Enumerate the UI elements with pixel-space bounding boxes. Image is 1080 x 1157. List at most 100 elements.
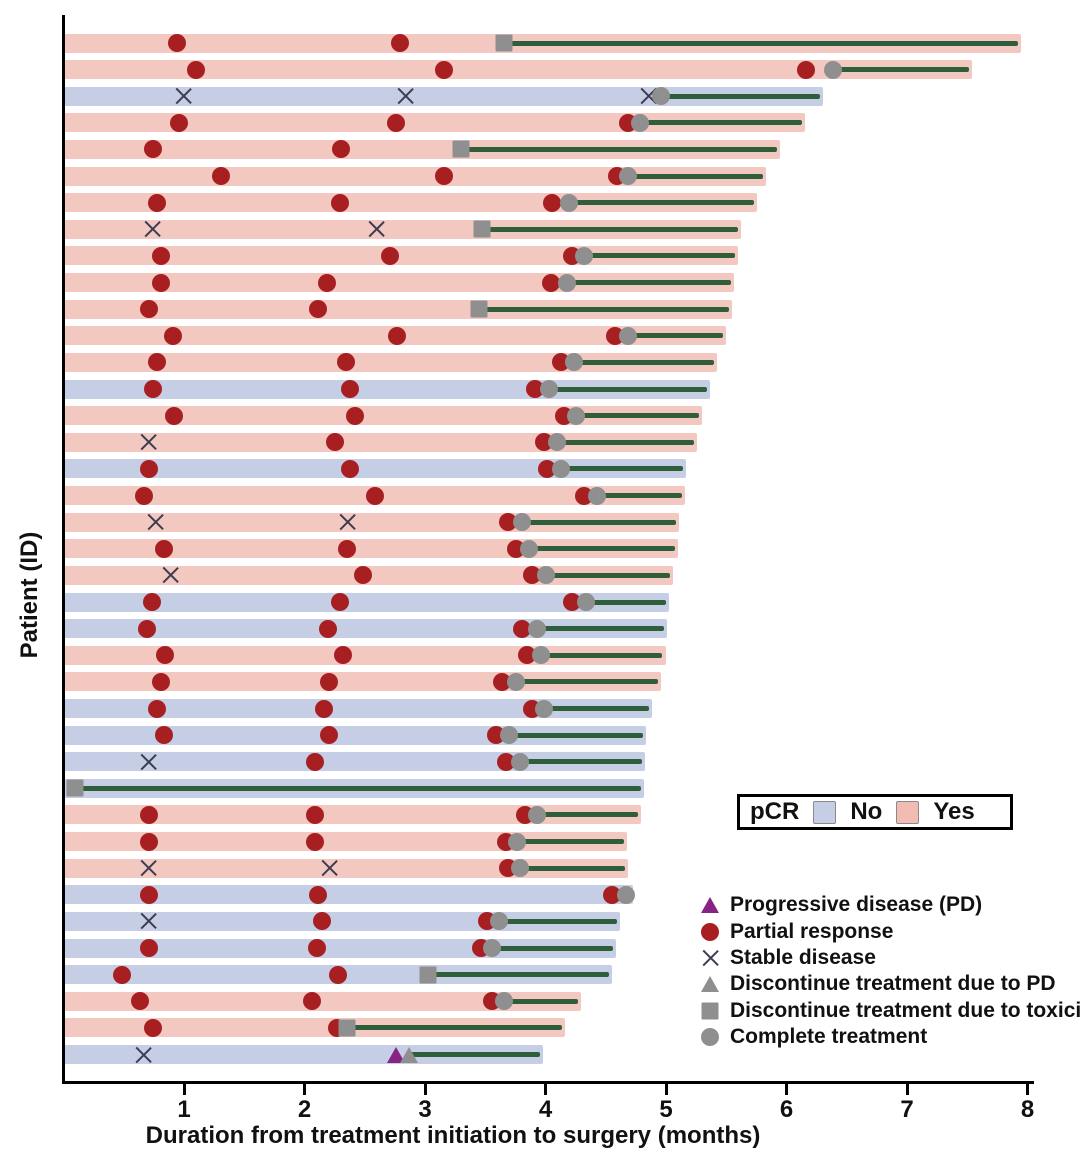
partial-response-marker — [156, 646, 175, 665]
partial-response-marker — [331, 193, 350, 212]
treatment-duration-line — [516, 679, 658, 685]
complete-treatment-marker — [576, 593, 595, 612]
x-tick — [544, 1084, 547, 1095]
partial-response-marker — [147, 193, 166, 212]
marker-legend-label: Discontinue treatment due to PD — [730, 972, 1056, 996]
partial-response-marker — [305, 752, 324, 771]
marker-legend-item: Partial response — [698, 918, 1080, 944]
marker-legend-label: Stable disease — [730, 945, 876, 969]
patient-bar — [63, 139, 780, 159]
pcr-no-swatch — [813, 800, 837, 824]
complete-treatment-marker — [495, 992, 514, 1011]
stable-disease-marker — [138, 858, 159, 879]
partial-response-marker — [386, 113, 405, 132]
complete-treatment-marker — [823, 60, 842, 79]
x-tick-label: 5 — [659, 1096, 673, 1123]
x-tick — [1026, 1084, 1029, 1095]
stable-disease-marker — [319, 858, 340, 879]
partial-response-marker — [320, 726, 339, 745]
treatment-duration-line — [536, 626, 664, 632]
partial-response-marker — [391, 34, 410, 52]
complete-treatment-marker — [701, 1028, 719, 1047]
patient-bar — [63, 991, 582, 1011]
patient-bar — [63, 645, 666, 665]
marker-legend-label: Progressive disease (PD) — [730, 893, 983, 917]
x-axis-line — [62, 1081, 1034, 1084]
marker-legend-label: Complete treatment — [730, 1025, 928, 1049]
treatment-duration-line — [596, 493, 682, 499]
treatment-duration-line — [517, 839, 624, 845]
treatment-duration-line — [499, 918, 617, 924]
progressive-disease-marker — [701, 897, 719, 914]
x-tick — [423, 1084, 427, 1095]
partial-response-marker — [139, 832, 158, 851]
marker-legend-symbol-cell — [698, 999, 730, 1023]
partial-response-marker — [337, 353, 356, 372]
stable-disease-marker — [160, 565, 181, 586]
partial-response-marker — [366, 486, 385, 505]
discontinue-toxicity-marker — [66, 779, 84, 797]
x-tick — [664, 1084, 668, 1095]
x-tick-label: 7 — [900, 1096, 914, 1123]
complete-treatment-marker — [539, 380, 558, 399]
discontinue-toxicity-marker — [419, 966, 437, 984]
partial-response-marker — [328, 965, 347, 984]
stable-disease-marker — [173, 86, 194, 107]
partial-response-marker — [151, 246, 170, 265]
patient-bar — [63, 166, 766, 186]
x-tick-label: 8 — [1020, 1096, 1035, 1123]
x-tick-label: 4 — [538, 1096, 553, 1123]
partial-response-marker — [701, 922, 719, 941]
partial-response-marker — [155, 539, 174, 558]
partial-response-marker — [513, 619, 532, 638]
treatment-duration-line — [573, 359, 715, 365]
treatment-duration-line — [529, 546, 675, 552]
patient-bar — [63, 299, 732, 319]
partial-response-marker — [305, 805, 324, 824]
patient-bar — [63, 805, 642, 825]
treatment-duration-line — [628, 333, 723, 339]
complete-treatment-marker — [548, 433, 567, 452]
y-axis-title: Patient (ID) — [16, 531, 43, 659]
plot-area — [63, 0, 1038, 1083]
complete-treatment-marker — [510, 859, 529, 878]
partial-response-marker — [331, 593, 350, 612]
complete-treatment-marker — [513, 513, 532, 532]
x-tick — [182, 1084, 186, 1095]
partial-response-marker — [211, 167, 230, 186]
complete-treatment-marker — [499, 726, 518, 745]
marker-legend-item: Discontinue treatment due to toxicity — [698, 998, 1080, 1024]
x-tick-label: 2 — [297, 1096, 312, 1123]
discontinue-toxicity-marker — [701, 1002, 719, 1020]
x-tick — [785, 1084, 788, 1095]
discontinue-toxicity-marker — [495, 34, 513, 52]
complete-treatment-marker — [551, 459, 570, 478]
stable-disease-marker — [395, 86, 416, 107]
patient-bar — [63, 832, 627, 852]
treatment-duration-line — [536, 812, 639, 818]
complete-treatment-marker — [508, 832, 527, 851]
stable-disease-marker — [142, 219, 163, 240]
marker-legend-item: Discontinue treatment due to PD — [698, 971, 1080, 997]
partial-response-marker — [434, 167, 453, 186]
partial-response-marker — [144, 380, 163, 399]
treatment-duration-line — [491, 945, 614, 951]
pcr-no-label: No — [850, 798, 883, 825]
discontinue-toxicity-marker — [470, 300, 488, 318]
partial-response-marker — [151, 273, 170, 292]
complete-treatment-marker — [527, 619, 546, 638]
patient-bar — [63, 1018, 566, 1038]
partial-response-marker — [139, 885, 158, 904]
partial-response-marker — [134, 486, 153, 505]
partial-response-marker — [340, 459, 359, 478]
complete-treatment-marker — [564, 353, 583, 372]
partial-response-marker — [147, 353, 166, 372]
partial-response-marker — [313, 912, 332, 931]
partial-response-marker — [144, 140, 163, 159]
partial-response-marker — [332, 140, 351, 159]
partial-response-marker — [113, 965, 132, 984]
treatment-duration-line — [75, 785, 641, 791]
x-tick-label: 6 — [779, 1096, 794, 1123]
partial-response-marker — [797, 60, 816, 79]
